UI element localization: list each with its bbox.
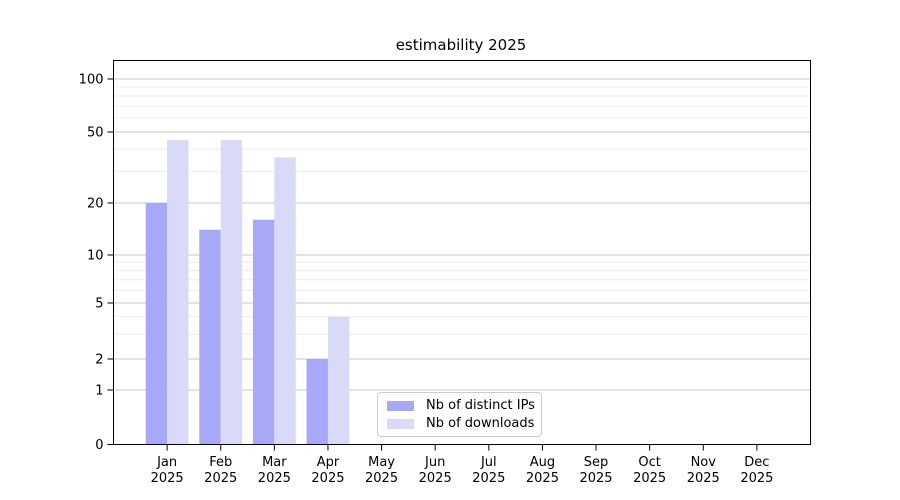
- x-tick-label: Dec 2025: [740, 455, 773, 486]
- legend-swatch-distinct-ips: [387, 400, 414, 411]
- legend-item: Nb of downloads: [387, 416, 535, 431]
- y-tick-label: 2: [95, 353, 103, 368]
- bar-nb-of-downloads-mar: [274, 157, 296, 445]
- x-tick-label: Sep 2025: [579, 455, 612, 486]
- plot-frame: [113, 60, 811, 445]
- y-tick-label: 50: [87, 126, 104, 141]
- x-tick-label: Oct 2025: [633, 455, 666, 486]
- legend-label: Nb of distinct IPs: [426, 398, 535, 413]
- x-tick-label: Apr 2025: [311, 455, 344, 486]
- bar-nb-of-distinct-ips-jan: [145, 203, 168, 445]
- bar-nb-of-distinct-ips-mar: [252, 219, 275, 445]
- legend-label: Nb of downloads: [426, 416, 535, 431]
- y-tick-label: 100: [79, 73, 104, 88]
- x-tick-label: May 2025: [365, 455, 398, 486]
- chart-title: estimability 2025: [395, 36, 527, 54]
- x-tick-label: Jun 2025: [419, 455, 452, 486]
- x-tick-label: Nov 2025: [687, 455, 720, 486]
- x-tick-label: Mar 2025: [258, 455, 291, 486]
- bar-nb-of-distinct-ips-feb: [199, 229, 221, 445]
- x-tick-label: Jan 2025: [151, 455, 184, 486]
- y-tick-label: 1: [95, 384, 103, 399]
- x-tick-label: Jul 2025: [472, 455, 505, 486]
- bar-nb-of-downloads-feb: [220, 140, 243, 445]
- y-tick-label: 20: [87, 197, 104, 212]
- legend: Nb of distinct IPs Nb of downloads: [377, 392, 542, 437]
- legend-item: Nb of distinct IPs: [387, 398, 535, 413]
- y-tick-label: 0: [95, 438, 103, 453]
- x-tick-label: Feb 2025: [204, 455, 237, 486]
- legend-swatch-downloads: [387, 418, 414, 429]
- y-tick-label: 10: [87, 249, 104, 264]
- bar-nb-of-downloads-apr: [327, 316, 350, 445]
- y-tick-label: 5: [95, 297, 103, 312]
- bar-nb-of-downloads-jan: [167, 140, 189, 445]
- bar-nb-of-distinct-ips-apr: [306, 359, 328, 445]
- x-tick-label: Aug 2025: [526, 455, 559, 486]
